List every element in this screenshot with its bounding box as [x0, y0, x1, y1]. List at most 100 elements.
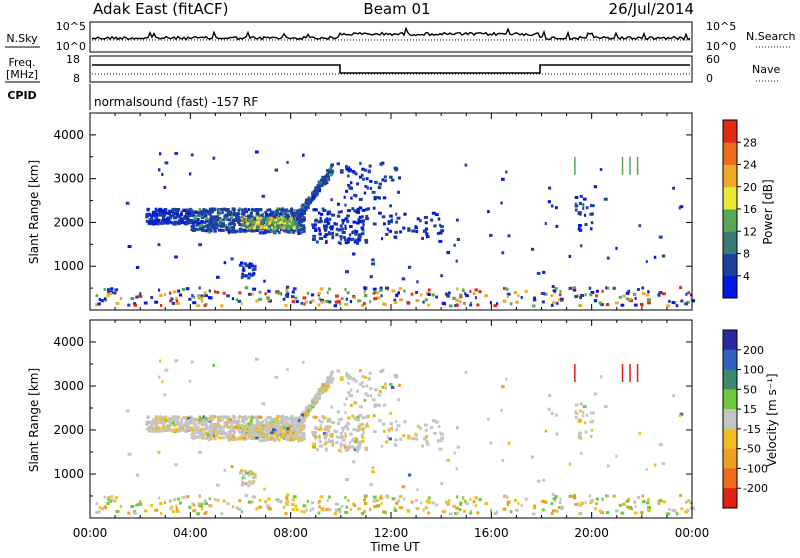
- velocity-echo: [292, 434, 296, 438]
- velocity-echo: [440, 432, 444, 436]
- power-echo: [536, 271, 541, 275]
- velocity-echo: [182, 424, 186, 428]
- power-echo: [353, 240, 358, 244]
- power-echo: [252, 229, 256, 233]
- velocity-echo: [441, 509, 445, 513]
- velocity-echo: [653, 463, 657, 467]
- freq-tick-top: 18: [66, 53, 80, 66]
- velocity-echo: [334, 508, 339, 512]
- power-echo: [251, 268, 255, 272]
- velocity-echo: [320, 506, 324, 510]
- velocity-echo: [356, 389, 360, 393]
- power-echo: [210, 225, 214, 229]
- power-echo: [224, 213, 227, 217]
- velocity-echo: [279, 419, 283, 423]
- power-echo: [324, 181, 329, 185]
- velocity-echo: [175, 422, 180, 426]
- velocity-echo: [247, 484, 251, 488]
- velocity-echo: [251, 472, 254, 476]
- power-echo: [317, 227, 321, 231]
- velocity-echo: [301, 437, 305, 441]
- velocity-echo: [197, 503, 201, 507]
- velocity-echo: [203, 428, 207, 432]
- power-echo: [180, 218, 184, 221]
- power-echo: [192, 227, 195, 231]
- power-echo: [641, 303, 644, 307]
- power-echo: [165, 217, 170, 221]
- power-echo: [212, 222, 216, 226]
- time-axis-labels: 00:00 04:00 08:00 12:00 16:00 20:00 00:00: [73, 526, 710, 540]
- velocity-echo: [168, 419, 171, 423]
- power-echo: [262, 231, 265, 235]
- velocity-echo: [171, 509, 176, 513]
- velocity-echo: [369, 387, 373, 391]
- velocity-echo: [312, 445, 316, 449]
- power-echo: [373, 197, 377, 201]
- velocity-echo: [435, 503, 438, 507]
- power-echo: [295, 218, 300, 222]
- velocity-echo: [555, 413, 558, 417]
- power-echo: [276, 223, 280, 227]
- velocity-echo: [187, 417, 191, 421]
- velocity-echo: [225, 435, 228, 439]
- velocity-echo: [235, 422, 239, 426]
- power-echo: [351, 207, 355, 211]
- velocity-echo: [577, 419, 581, 423]
- velocity-echo: [235, 437, 239, 441]
- power-echo: [547, 200, 551, 204]
- velocity-echo: [340, 435, 345, 439]
- velocity-echo: [281, 418, 286, 422]
- velocity-echo: [210, 433, 214, 437]
- power-echo: [237, 299, 242, 303]
- nsky-frame: [89, 21, 693, 53]
- velocity-echo: [248, 471, 252, 474]
- power-echo: [282, 297, 286, 301]
- velocity-echo: [242, 482, 246, 486]
- velocity-echo: [190, 360, 194, 364]
- power-echo: [200, 220, 204, 224]
- power-echo: [256, 225, 260, 229]
- power-echo: [577, 294, 580, 297]
- power-echo: [233, 218, 237, 222]
- velocity-echo: [248, 436, 252, 440]
- power-echo: [427, 303, 430, 307]
- velocity-echo: [349, 441, 352, 445]
- power-echo: [340, 237, 343, 241]
- velocity-echo: [245, 437, 248, 441]
- velocity-echo: [365, 424, 370, 428]
- y-tick-label: 3000: [53, 172, 84, 186]
- power-echo: [520, 296, 523, 299]
- velocity-echo: [204, 511, 208, 514]
- velocity-echo: [98, 505, 101, 509]
- velocity-echo: [356, 429, 360, 433]
- velocity-echo: [687, 499, 691, 503]
- power-echo: [316, 183, 319, 187]
- power-echo: [223, 215, 227, 219]
- velocity-echo: [220, 432, 223, 436]
- power-echo: [590, 221, 594, 225]
- power-echo: [190, 221, 194, 224]
- power-echo: [368, 164, 372, 168]
- velocity-echo: [114, 496, 119, 500]
- colorbar-segment: [723, 253, 737, 277]
- velocity-echo: [200, 427, 204, 431]
- velocity-echo: [446, 458, 450, 462]
- velocity-echo: [209, 430, 213, 434]
- velocity-echo: [435, 420, 439, 424]
- velocity-echo: [326, 499, 329, 502]
- power-echo: [331, 231, 334, 235]
- power-echo: [249, 211, 253, 215]
- power-echo: [231, 207, 236, 211]
- power-echo: [314, 227, 317, 231]
- power-echo: [577, 227, 582, 231]
- velocity-echo: [288, 429, 291, 433]
- velocity-echo: [239, 469, 244, 473]
- velocity-echo: [464, 500, 467, 504]
- velocity-echo: [145, 427, 149, 431]
- power-echo: [372, 206, 376, 210]
- power-echo: [267, 289, 271, 293]
- power-echo: [191, 294, 194, 298]
- power-echo: [208, 209, 211, 213]
- velocity-echo: [97, 510, 101, 514]
- power-echo: [157, 243, 161, 247]
